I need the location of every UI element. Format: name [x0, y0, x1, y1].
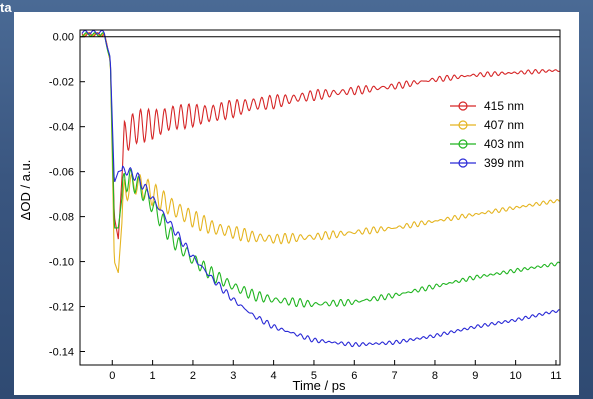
y-tick-label: -0.10	[49, 257, 74, 269]
y-tick-label: -0.06	[49, 167, 74, 179]
series-line-399-nm	[81, 29, 560, 348]
x-tick-label: 2	[190, 370, 196, 382]
legend-marker-icon	[458, 120, 468, 130]
y-tick-label: -0.04	[49, 122, 74, 134]
series-line-403-nm	[81, 32, 560, 308]
x-tick-label: 11	[550, 370, 561, 382]
x-tick-label: 0	[109, 370, 115, 382]
y-tick-label: -0.12	[49, 302, 74, 314]
x-tick-label: 4	[271, 370, 277, 382]
x-tick-label: 6	[351, 370, 357, 382]
plot-frame	[79, 29, 561, 366]
x-axis: 0 1 2 3 4 5 6 7 8 9 10 11	[109, 360, 562, 382]
corner-text: ta	[0, 0, 12, 15]
x-axis-label: Time / ps	[293, 378, 346, 393]
y-tick-label: -0.08	[49, 212, 74, 224]
legend-marker-icon	[458, 158, 468, 168]
x-tick-label: 5	[311, 370, 317, 382]
series-line-407-nm	[81, 32, 560, 273]
legend-label: 403 nm	[484, 137, 524, 151]
legend-marker-icon	[458, 101, 468, 111]
series-layer	[81, 29, 560, 348]
legend-label: 407 nm	[484, 118, 524, 132]
y-tick-label: 0.00	[53, 32, 74, 44]
x-tick-label: 1	[150, 370, 156, 382]
x-tick-label: 10	[510, 370, 522, 382]
x-tick-label: 8	[432, 370, 438, 382]
y-axis-label: ΔOD / a.u.	[18, 160, 33, 221]
x-tick-label: 3	[230, 370, 236, 382]
series-line-415-nm	[81, 32, 560, 240]
x-tick-label: 9	[472, 370, 478, 382]
legend-marker-icon	[458, 139, 468, 149]
y-tick-label: -0.02	[49, 77, 74, 89]
legend-label: 415 nm	[484, 99, 524, 113]
legend-label: 399 nm	[484, 156, 524, 170]
legend: 415 nm 407 nm 403 nm 399 nm	[450, 99, 524, 170]
x-tick-label: 7	[392, 370, 398, 382]
y-tick-label: -0.14	[49, 347, 74, 359]
y-axis: 0.00 -0.02 -0.04 -0.06 -0.08 -0.10 -0.12 -0.14	[49, 32, 85, 359]
